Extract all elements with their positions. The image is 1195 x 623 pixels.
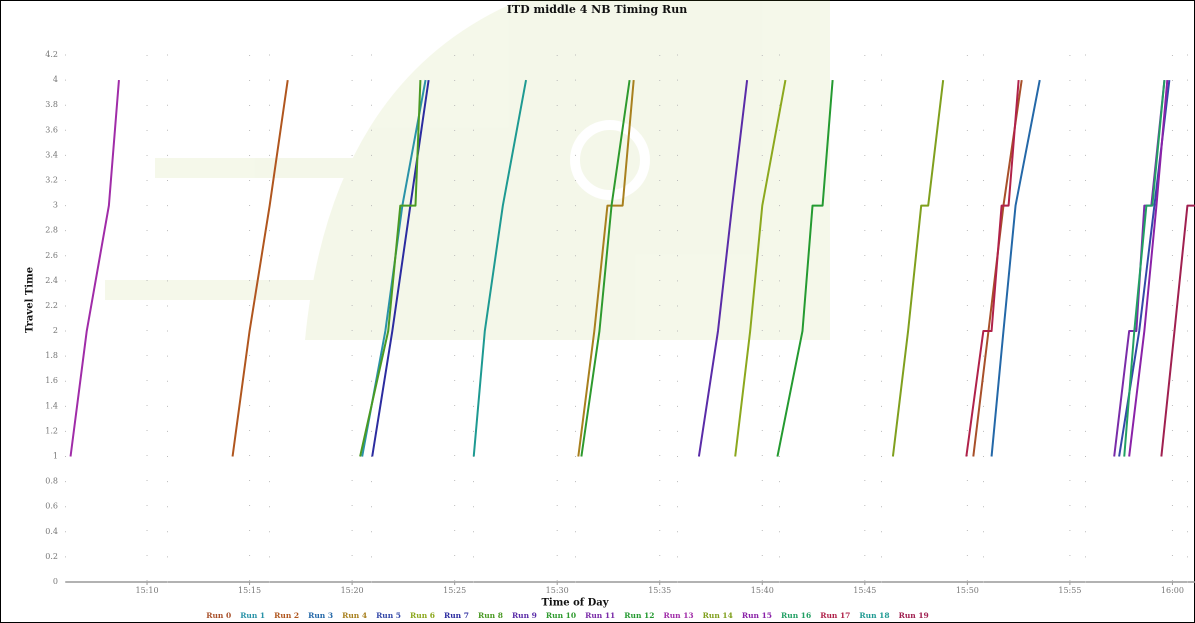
y-tick-label: 3.2 — [45, 175, 58, 184]
y-tick-label: 3.4 — [45, 150, 58, 159]
y-tick-label: 1.8 — [45, 351, 58, 360]
legend-entry: Run 0 — [206, 611, 231, 620]
series-line — [371, 79, 430, 457]
series-line — [472, 79, 528, 457]
legend-entry: Run 17 — [820, 611, 850, 620]
y-tick-label: 2.4 — [45, 276, 58, 285]
legend-entry: Run 1 — [240, 611, 265, 620]
series-line — [1123, 79, 1166, 457]
y-tick-label: 0 — [53, 577, 58, 586]
y-tick-label: 0.2 — [45, 552, 58, 561]
legend-entry: Run 2 — [274, 611, 299, 620]
legend-entry: Run 8 — [478, 611, 503, 620]
series-line — [891, 79, 945, 457]
legend-entry: Run 7 — [444, 611, 469, 620]
y-tick-label: 0.4 — [45, 527, 58, 536]
chart-title: ITD middle 4 NB Timing Run — [507, 3, 687, 16]
y-tick-label: 3 — [53, 201, 58, 210]
x-tick-label: 15:30 — [546, 586, 569, 595]
legend-entry: Run 4 — [342, 611, 367, 620]
legend-entry: Run 11 — [585, 611, 615, 620]
series-line — [734, 79, 787, 457]
x-tick-label: 16:00 — [1161, 586, 1184, 595]
legend-entry: Run 14 — [703, 611, 733, 620]
y-tick-label: 1.2 — [45, 426, 58, 435]
series-line — [1160, 204, 1195, 457]
series-line — [1128, 80, 1169, 457]
series-line — [776, 80, 834, 457]
y-tick-label: 0.6 — [45, 502, 58, 511]
y-tick-label: 4.2 — [45, 50, 58, 59]
series-line — [359, 80, 422, 457]
legend-entry: Run 5 — [376, 611, 401, 620]
legend-entry: Run 19 — [899, 611, 929, 620]
series-line — [990, 79, 1041, 457]
y-tick-label: 1.4 — [45, 401, 58, 410]
y-tick-label: 1.6 — [45, 376, 58, 385]
y-tick-label: 2.2 — [45, 301, 58, 310]
y-tick-label: 3.6 — [45, 125, 58, 134]
y-tick-label: 4 — [53, 75, 58, 84]
y-axis-title: Travel Time — [25, 267, 36, 333]
x-tick-label: 15:35 — [648, 586, 671, 595]
legend-entry: Run 13 — [663, 611, 693, 620]
series-line — [965, 80, 1020, 457]
x-tick-label: 15:25 — [443, 586, 466, 595]
series-line — [69, 80, 120, 457]
y-tick-label: 2.8 — [45, 226, 58, 235]
x-tick-label: 15:45 — [853, 586, 876, 595]
y-tick-label: 2.6 — [45, 251, 58, 260]
y-tick-label: 3.8 — [45, 100, 58, 109]
series-line — [697, 79, 749, 457]
y-tick-label: 2 — [53, 326, 58, 335]
x-tick-label: 15:40 — [751, 586, 774, 595]
series-line — [577, 80, 635, 457]
x-tick-label: 15:15 — [238, 586, 261, 595]
series-line — [231, 79, 289, 457]
x-tick-label: 15:55 — [1058, 586, 1081, 595]
legend-entry: Run 15 — [742, 611, 772, 620]
y-tick-label: 1 — [53, 452, 58, 461]
legend-entry: Run 10 — [546, 611, 576, 620]
legend-entry: Run 18 — [859, 611, 889, 620]
legend-entry: Run 12 — [624, 611, 654, 620]
legend-entry: Run 16 — [781, 611, 811, 620]
series-line — [580, 79, 631, 457]
legend-entry: Run 9 — [512, 611, 537, 620]
legend-entry: Run 3 — [308, 611, 333, 620]
x-axis-title: Time of Day — [541, 598, 609, 609]
x-tick-label: 15:20 — [341, 586, 364, 595]
watermark — [105, 0, 830, 340]
y-tick-label: 0.8 — [45, 477, 58, 486]
legend-entry: Run 6 — [410, 611, 435, 620]
x-tick-label: 15:10 — [136, 586, 159, 595]
x-tick-label: 15:50 — [956, 586, 979, 595]
